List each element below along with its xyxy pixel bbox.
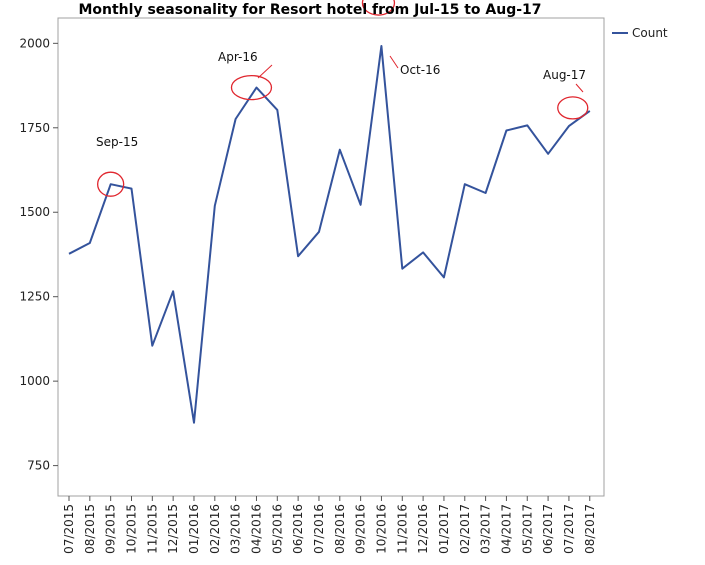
annotation-label: Aug-17: [543, 68, 586, 82]
x-tick-label: 09/2015: [104, 504, 118, 554]
legend-label-count: Count: [632, 26, 668, 40]
annotation-leader: [575, 83, 584, 93]
x-tick-label: 11/2016: [395, 504, 409, 554]
x-tick-label: 05/2016: [270, 504, 284, 554]
x-tick-label: 02/2016: [208, 504, 222, 554]
plot-frame: [57, 17, 605, 497]
x-tick-label: 03/2016: [229, 504, 243, 554]
x-tick-label: 10/2016: [374, 504, 388, 554]
x-tick-label: 09/2016: [354, 504, 368, 554]
chart-title: Monthly seasonality for Resort hotel fro…: [78, 2, 542, 18]
y-tick-label: 1250: [19, 290, 50, 304]
x-tick-label: 12/2015: [166, 504, 180, 554]
x-tick-label: 12/2016: [416, 504, 430, 554]
x-tick-label: 01/2016: [187, 504, 201, 554]
x-tick-label: 10/2015: [124, 504, 138, 554]
annotation-label: Oct-16: [400, 63, 440, 77]
y-tick-label: 2000: [19, 36, 50, 50]
x-tick-label: 08/2017: [583, 504, 597, 554]
x-tick-label: 04/2017: [499, 504, 513, 554]
annotation-label: Sep-15: [96, 135, 138, 149]
y-tick-label: 1000: [19, 374, 50, 388]
x-tick-label: 04/2016: [249, 504, 263, 554]
legend: Count: [612, 26, 668, 40]
x-tick-label: 07/2015: [62, 504, 76, 554]
y-tick-label: 750: [27, 459, 50, 473]
annotation-label: Apr-16: [218, 50, 258, 64]
x-tick-label: 08/2016: [333, 504, 347, 554]
annotation-circle: [361, 0, 396, 16]
x-tick-label: 08/2015: [83, 504, 97, 554]
x-tick-label: 01/2017: [437, 504, 451, 554]
y-tick-label: 1500: [19, 205, 50, 219]
x-tick-label: 06/2017: [541, 504, 555, 554]
annotation-circle: [230, 74, 273, 101]
x-tick-label: 11/2015: [145, 504, 159, 554]
x-tick-label: 06/2016: [291, 504, 305, 554]
annotation-circle: [97, 171, 125, 197]
x-tick-label: 02/2017: [458, 504, 472, 554]
x-tick-label: 03/2017: [479, 504, 493, 554]
y-tick-label: 1750: [19, 121, 50, 135]
legend-swatch: [612, 32, 628, 34]
x-tick-label: 07/2017: [562, 504, 576, 554]
annotation-circle: [557, 96, 589, 120]
annotation-leader: [257, 64, 273, 79]
annotation-leader: [389, 55, 399, 69]
x-tick-label: 07/2016: [312, 504, 326, 554]
series-line-count: [68, 45, 591, 424]
x-tick-label: 05/2017: [520, 504, 534, 554]
